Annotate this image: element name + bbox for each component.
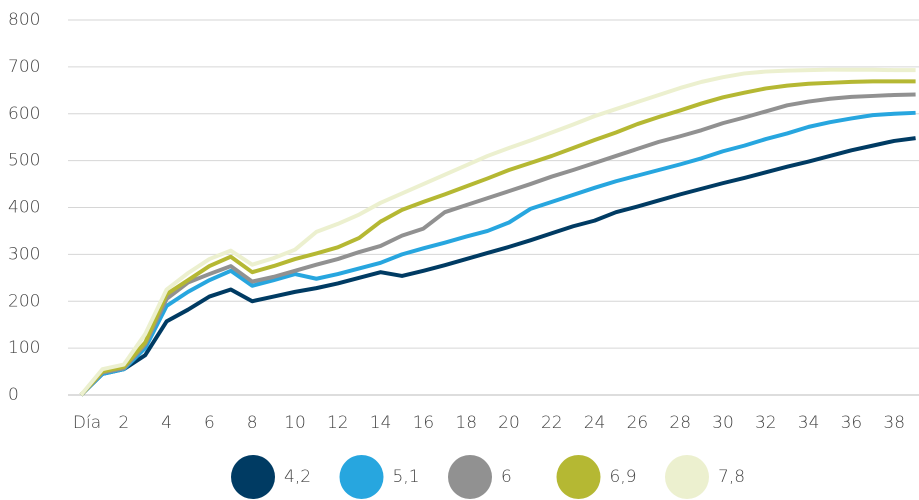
- legend-label: 4,2: [284, 467, 311, 487]
- x-tick-label: 18: [455, 413, 477, 433]
- y-tick-label: 100: [8, 338, 40, 358]
- legend-label: 6: [501, 467, 512, 487]
- x-tick-label: 38: [883, 413, 905, 433]
- x-tick-label: 4: [161, 413, 172, 433]
- y-tick-label: 700: [8, 57, 40, 77]
- y-tick-label: 300: [8, 244, 40, 264]
- x-tick-label: 2: [118, 413, 129, 433]
- x-tick-label: 6: [204, 413, 215, 433]
- x-tick-label: 32: [755, 413, 777, 433]
- legend-swatch: [556, 455, 601, 499]
- series-line: [79, 79, 916, 397]
- x-tick-label: 20: [498, 413, 520, 433]
- series-line: [79, 110, 916, 397]
- x-tick-label: 24: [584, 413, 606, 433]
- series-line: [79, 67, 916, 397]
- x-tick-label: 8: [247, 413, 258, 433]
- x-tick-label: 10: [284, 413, 306, 433]
- x-tick-label: 36: [841, 413, 863, 433]
- legend-label: 7,8: [718, 467, 745, 487]
- series-line: [79, 92, 916, 397]
- x-tick-label: 26: [627, 413, 649, 433]
- y-tick-label: 800: [8, 10, 40, 30]
- x-tick-label: 34: [798, 413, 820, 433]
- x-tick-label: 16: [413, 413, 435, 433]
- legend-swatch: [448, 455, 492, 499]
- x-tick-label: 30: [712, 413, 734, 433]
- legend-swatch: [339, 455, 384, 499]
- legend-label: 5,1: [393, 467, 420, 487]
- legend-swatch: [665, 455, 709, 499]
- y-tick-label: 500: [8, 151, 40, 171]
- y-tick-label: 200: [8, 291, 40, 311]
- x-tick-label: Día: [73, 413, 101, 433]
- x-tick-label: 12: [327, 413, 349, 433]
- legend-label: 6,9: [610, 467, 637, 487]
- x-tick-label: 22: [541, 413, 563, 433]
- y-tick-label: 600: [8, 104, 40, 124]
- legend-swatch: [231, 455, 275, 499]
- x-tick-label: 14: [370, 413, 392, 433]
- series-line: [79, 136, 916, 397]
- x-tick-label: 28: [669, 413, 691, 433]
- y-tick-label: 0: [8, 385, 19, 405]
- y-tick-label: 400: [8, 198, 40, 218]
